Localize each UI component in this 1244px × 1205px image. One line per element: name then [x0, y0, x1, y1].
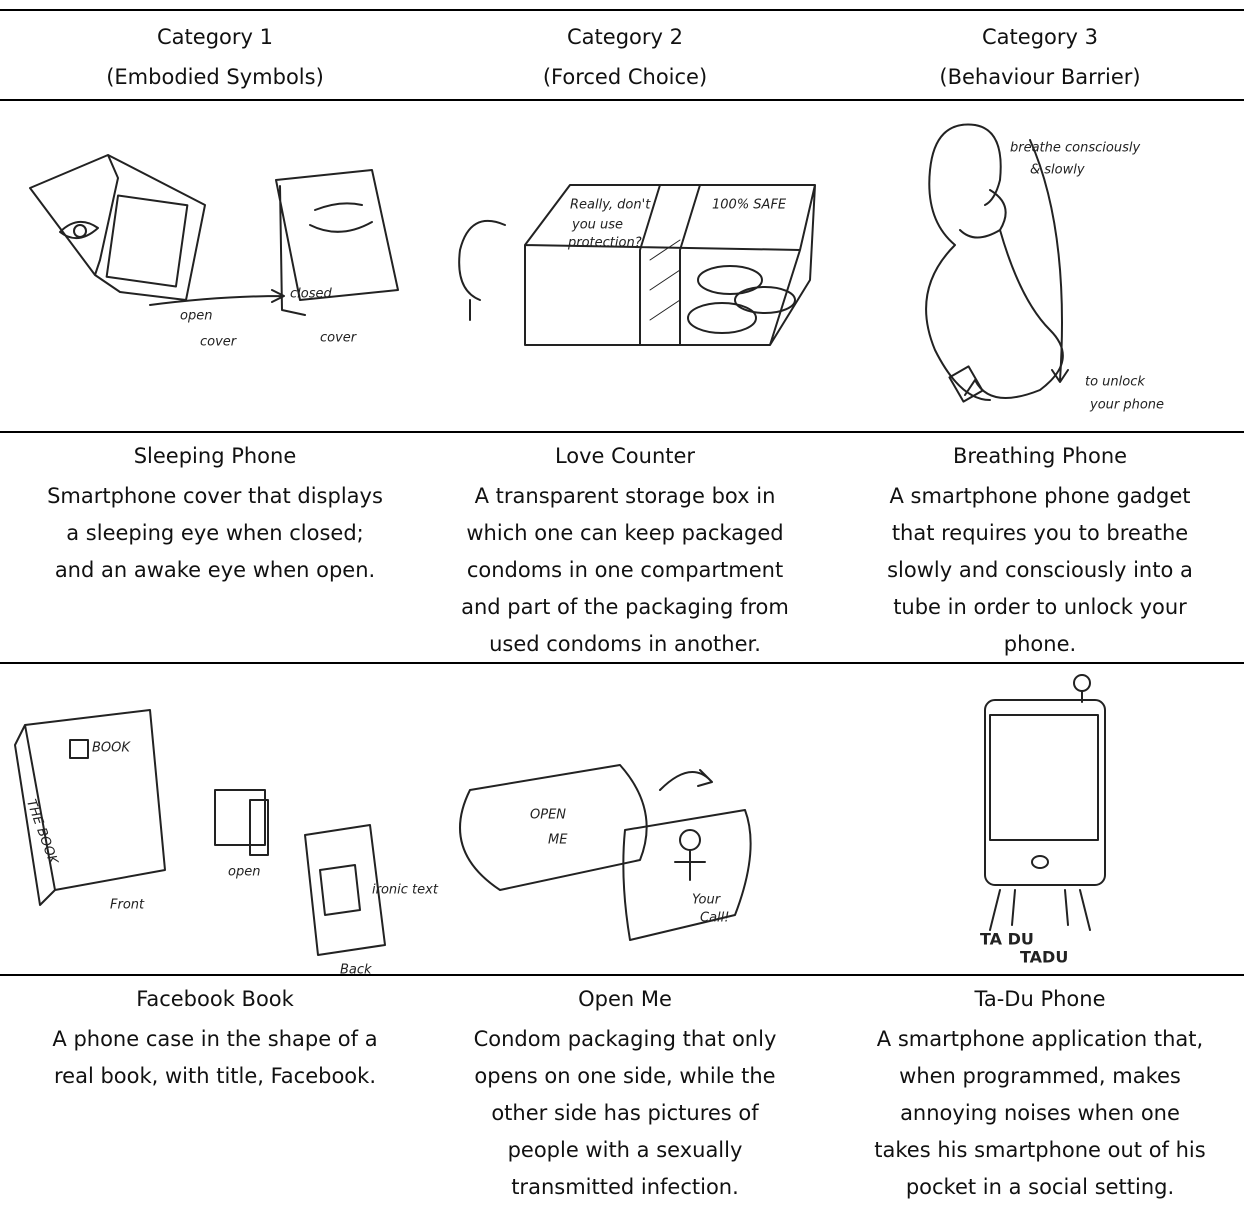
column-subtitle: (Forced Choice)	[543, 65, 707, 89]
item-description: slowly and consciously into a	[887, 558, 1193, 582]
item-description: takes his smartphone out of his	[874, 1138, 1205, 1162]
item-description: A phone case in the shape of a	[52, 1027, 377, 1051]
column-category: Category 2	[567, 25, 683, 49]
column-category: Category 1	[157, 25, 273, 49]
sketch-label: OPEN	[530, 808, 566, 823]
sketch-label: closed	[290, 287, 332, 302]
item-title: Ta-Du Phone	[973, 987, 1105, 1011]
sketch-label: Back	[340, 963, 372, 978]
sketch-label: & slowly	[1030, 163, 1085, 178]
sketch-label: open	[228, 865, 260, 880]
item-description: opens on one side, while the	[474, 1064, 775, 1088]
item-description: and part of the packaging from	[461, 595, 789, 619]
item-description: a sleeping eye when closed;	[66, 521, 363, 545]
item-description: condoms in one compartment	[467, 558, 783, 582]
column-subtitle: (Embodied Symbols)	[106, 65, 324, 89]
item-description: people with a sexually	[508, 1138, 743, 1162]
column-subtitle: (Behaviour Barrier)	[939, 65, 1140, 89]
sketch-label: Really, don't	[570, 198, 651, 213]
item-description: phone.	[1004, 632, 1076, 656]
item-description: tube in order to unlock your	[893, 595, 1187, 619]
sketch-label: ME	[548, 833, 568, 848]
item-description: annoying noises when one	[900, 1101, 1180, 1125]
sketch-ta-du-phone: TA DU TADU	[980, 674, 1106, 967]
item-description: Condom packaging that only	[474, 1027, 777, 1051]
sketch-label: ironic text	[372, 883, 439, 898]
sketch-label: protection?	[567, 236, 642, 251]
item-title: Love Counter	[555, 444, 695, 468]
sketch-label: Your	[692, 893, 722, 908]
sketch-label: TA DU	[980, 930, 1034, 949]
item-description: used condoms in another.	[489, 632, 761, 656]
sketch-label: to unlock	[1085, 375, 1145, 390]
item-description: transmitted infection.	[511, 1175, 739, 1199]
sketch-label: TADU	[1020, 948, 1068, 967]
item-title: Breathing Phone	[953, 444, 1127, 468]
item-description: pocket in a social setting.	[906, 1175, 1174, 1199]
item-description: A smartphone application that,	[877, 1027, 1203, 1051]
sketch-love-counter: Really, don't you use protection? 100% S…	[458, 184, 816, 346]
item-description: and an awake eye when open.	[55, 558, 375, 582]
sketch-label: you use	[571, 218, 623, 233]
sketch-breathing-phone: breathe consciously & slowly to unlock y…	[925, 123, 1164, 413]
item-description: which one can keep packaged	[466, 521, 783, 545]
sketch-label: Call!	[700, 911, 729, 926]
sketch-label: your phone	[1089, 398, 1164, 413]
item-description: A transparent storage box in	[475, 484, 776, 508]
item-title: Open Me	[578, 987, 672, 1011]
sketch-label: cover	[320, 331, 358, 346]
item-description: that requires you to breathe	[892, 521, 1188, 545]
sketch-label: cover	[200, 335, 238, 350]
sketch-label: open	[180, 309, 212, 324]
item-description: A smartphone phone gadget	[890, 484, 1191, 508]
item-description: when programmed, makes	[899, 1064, 1181, 1088]
item-description: real book, with title, Facebook.	[54, 1064, 376, 1088]
item-description: other side has pictures of	[491, 1101, 759, 1125]
sketch-facebook-book: BOOK THE BOOK open Front Back ironic tex…	[14, 709, 439, 978]
sketch-label: Front	[110, 898, 145, 913]
table-text: Category 1 (Embodied Symbols) Category 2 (F…	[47, 25, 1206, 1199]
sketch-label: BOOK	[92, 741, 131, 756]
item-title: Sleeping Phone	[134, 444, 297, 468]
sketch-label: 100% SAFE	[712, 198, 787, 213]
item-description: Smartphone cover that displays	[47, 484, 383, 508]
sketch-sleeping-phone: open cover closed cover	[29, 154, 399, 350]
sketch-label: breathe consciously	[1010, 141, 1140, 156]
sketch-open-me: OPEN ME Your Call!	[459, 764, 752, 941]
item-title: Facebook Book	[136, 987, 294, 1011]
table-rules	[0, 9, 1244, 976]
column-category: Category 3	[982, 25, 1098, 49]
